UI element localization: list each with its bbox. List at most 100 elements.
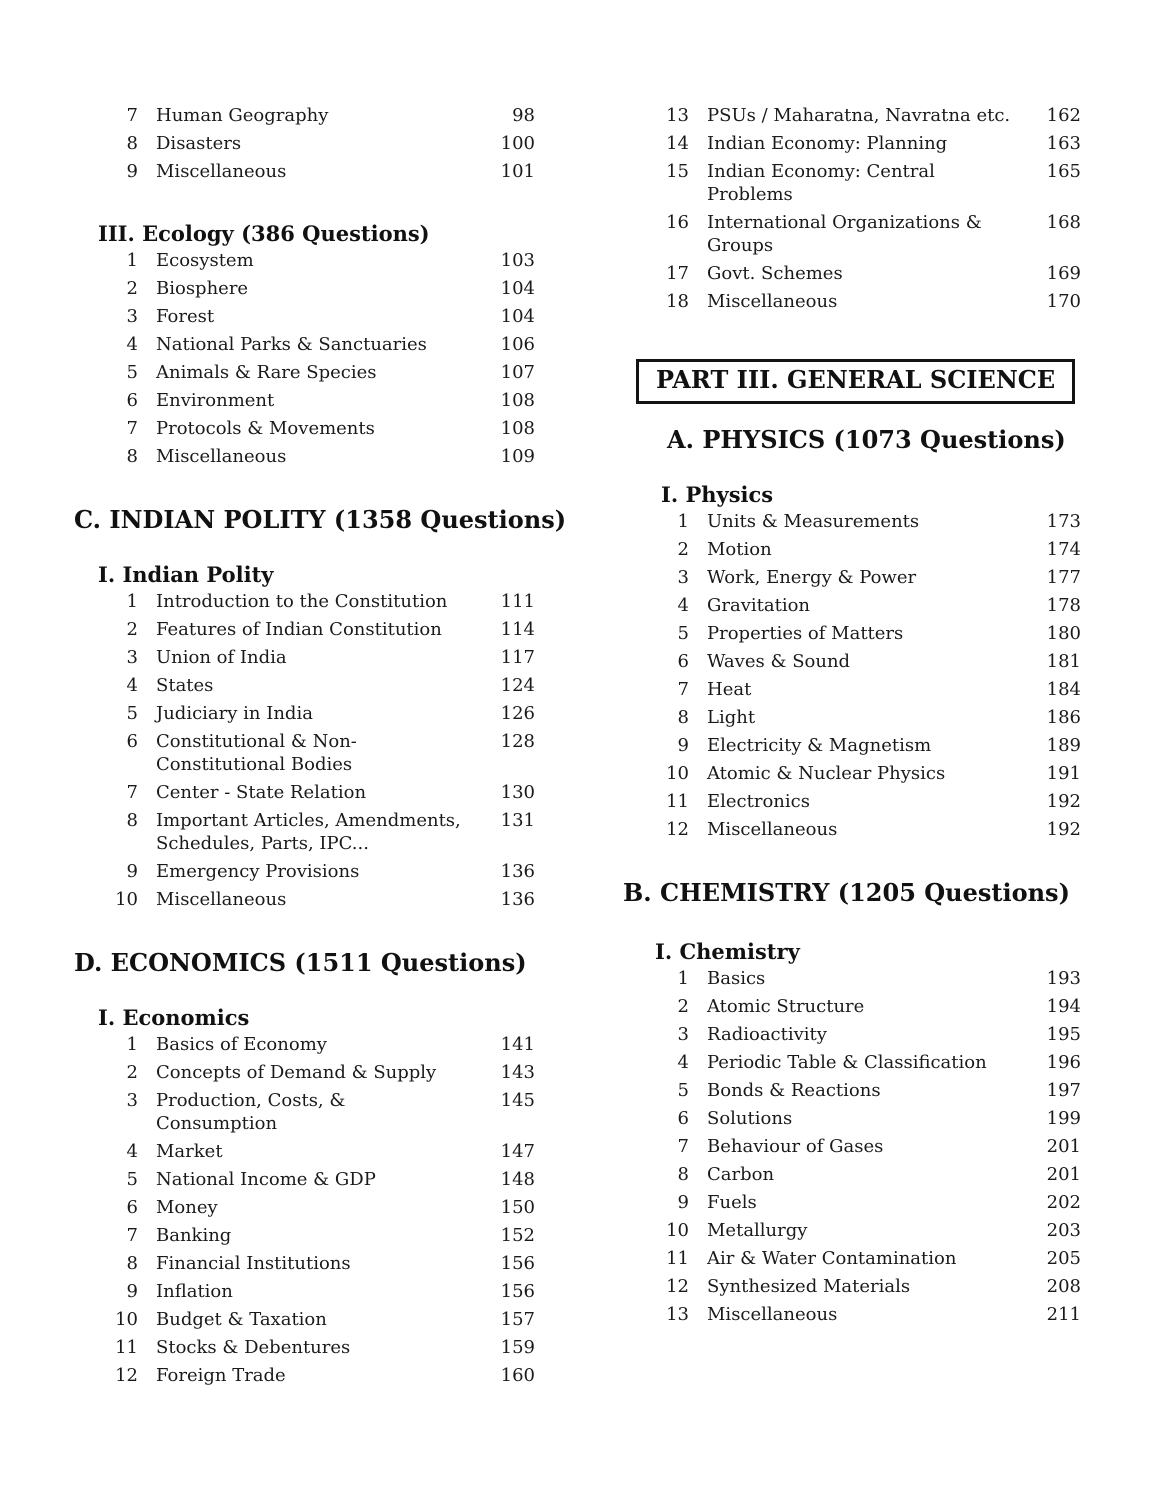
toc-row: 2 Atomic Structure 194 [623, 995, 1081, 1018]
section-heading: B. CHEMISTRY (1205 Questions) [623, 878, 1070, 907]
item-number: 9 [126, 861, 138, 882]
toc-row: 3 Forest 104 [60, 305, 535, 328]
item-page: 104 [500, 278, 535, 299]
toc-row: 8 Carbon 201 [623, 1163, 1081, 1186]
item-page: 194 [1046, 996, 1081, 1017]
toc-row: 4 Market 147 [60, 1140, 535, 1163]
item-number: 11 [666, 791, 689, 812]
item-page: 147 [500, 1141, 535, 1162]
toc-items-group: 7 Human Geography 98 8 Disasters 100 9 M… [60, 104, 535, 183]
toc-items-group: 1 Ecosystem 103 2 Biosphere 104 3 Forest… [60, 249, 535, 468]
item-number: 8 [677, 707, 689, 728]
item-page: 130 [500, 782, 535, 803]
item-page: 208 [1046, 1276, 1081, 1297]
item-number: 6 [677, 1108, 689, 1129]
toc-row: 11 Stocks & Debentures 159 [60, 1336, 535, 1359]
item-page: 108 [500, 390, 535, 411]
toc-row: 7 Heat 184 [623, 678, 1081, 701]
toc-row: 1 Introduction to the Constitution 111 [60, 590, 535, 613]
item-page: 197 [1046, 1080, 1081, 1101]
toc-row: 2 Biosphere 104 [60, 277, 535, 300]
toc-row: 17 Govt. Schemes 169 [623, 262, 1081, 285]
toc-row: 18 Miscellaneous 170 [623, 290, 1081, 313]
item-title: Radioactivity [707, 1024, 827, 1045]
item-title: Work, Energy & Power [707, 567, 917, 588]
item-page: 150 [500, 1197, 535, 1218]
toc-row: 4 National Parks & Sanctuaries 106 [60, 333, 535, 356]
item-title: PSUs / Maharatna, Navratna etc. [707, 105, 1011, 126]
item-number: 4 [126, 1141, 138, 1162]
item-title: Indian Economy: Central Problems [707, 161, 935, 205]
item-title: Atomic & Nuclear Physics [707, 763, 946, 784]
item-title: Judiciary in India [156, 703, 313, 724]
item-title: International Organizations & Groups [707, 212, 982, 256]
item-page: 136 [500, 889, 535, 910]
item-title: Miscellaneous [156, 889, 287, 910]
item-page: 100 [500, 133, 535, 154]
subsection-heading: I. Physics [661, 482, 774, 507]
toc-row: 2 Motion 174 [623, 538, 1081, 561]
item-page: 156 [500, 1281, 535, 1302]
section-heading: C. INDIAN POLITY (1358 Questions) [74, 505, 567, 534]
item-number: 10 [115, 1309, 138, 1330]
toc-row: 10 Budget & Taxation 157 [60, 1308, 535, 1331]
item-page: 196 [1046, 1052, 1081, 1073]
toc-row: 10 Miscellaneous 136 [60, 888, 535, 911]
item-title: Properties of Matters [707, 623, 904, 644]
item-title: Features of Indian Constitution [156, 619, 442, 640]
item-title: Behaviour of Gases [707, 1136, 884, 1157]
toc-row: 7 Center - State Relation 130 [60, 781, 535, 804]
item-title: Inflation [156, 1281, 233, 1302]
item-title: Atomic Structure [707, 996, 865, 1017]
item-page: 111 [500, 591, 535, 612]
item-page: 189 [1046, 735, 1081, 756]
item-number: 5 [677, 1080, 689, 1101]
item-number: 5 [126, 362, 138, 383]
item-title: States [156, 675, 214, 696]
item-page: 205 [1046, 1248, 1081, 1269]
item-title: Electronics [707, 791, 810, 812]
item-number: 11 [666, 1248, 689, 1269]
item-page: 117 [500, 647, 535, 668]
item-number: 7 [677, 1136, 689, 1157]
item-page: 191 [1046, 763, 1081, 784]
item-page: 143 [500, 1062, 535, 1083]
item-title: Miscellaneous [707, 1304, 838, 1325]
item-page: 203 [1046, 1220, 1081, 1241]
toc-row: 8 Miscellaneous 109 [60, 445, 535, 468]
item-page: 128 [500, 731, 535, 752]
item-number: 2 [126, 619, 138, 640]
toc-row: 6 Environment 108 [60, 389, 535, 412]
toc-items-group: 1 Introduction to the Constitution 111 2… [60, 590, 535, 911]
item-title: Govt. Schemes [707, 263, 843, 284]
item-page: 192 [1046, 791, 1081, 812]
item-number: 9 [677, 1192, 689, 1213]
item-page: 170 [1046, 291, 1081, 312]
item-title: Solutions [707, 1108, 793, 1129]
toc-row: 8 Financial Institutions 156 [60, 1252, 535, 1275]
item-title: Budget & Taxation [156, 1309, 327, 1330]
item-number: 8 [126, 446, 138, 467]
item-title: National Parks & Sanctuaries [156, 334, 427, 355]
item-number: 3 [677, 1024, 689, 1045]
item-title: National Income & GDP [156, 1169, 376, 1190]
toc-row: 8 Light 186 [623, 706, 1081, 729]
item-page: 159 [500, 1337, 535, 1358]
subsection-heading: III. Ecology (386 Questions) [98, 221, 430, 246]
toc-row: 2 Concepts of Demand & Supply 143 [60, 1061, 535, 1084]
item-number: 9 [126, 1281, 138, 1302]
column-right: 13 PSUs / Maharatna, Navratna etc. 162 1… [623, 104, 1081, 1326]
item-number: 10 [666, 763, 689, 784]
toc-row: 9 Inflation 156 [60, 1280, 535, 1303]
item-page: 174 [1046, 539, 1081, 560]
toc-row: 1 Units & Measurements 173 [623, 510, 1081, 533]
item-title: Forest [156, 306, 215, 327]
item-number: 13 [666, 1304, 689, 1325]
item-page: 103 [500, 250, 535, 271]
item-title: Miscellaneous [707, 819, 838, 840]
item-title: Center - State Relation [156, 782, 367, 803]
toc-row: 10 Atomic & Nuclear Physics 191 [623, 762, 1081, 785]
item-title: Periodic Table & Classification [707, 1052, 987, 1073]
item-number: 12 [666, 1276, 689, 1297]
item-page: 145 [500, 1090, 535, 1111]
